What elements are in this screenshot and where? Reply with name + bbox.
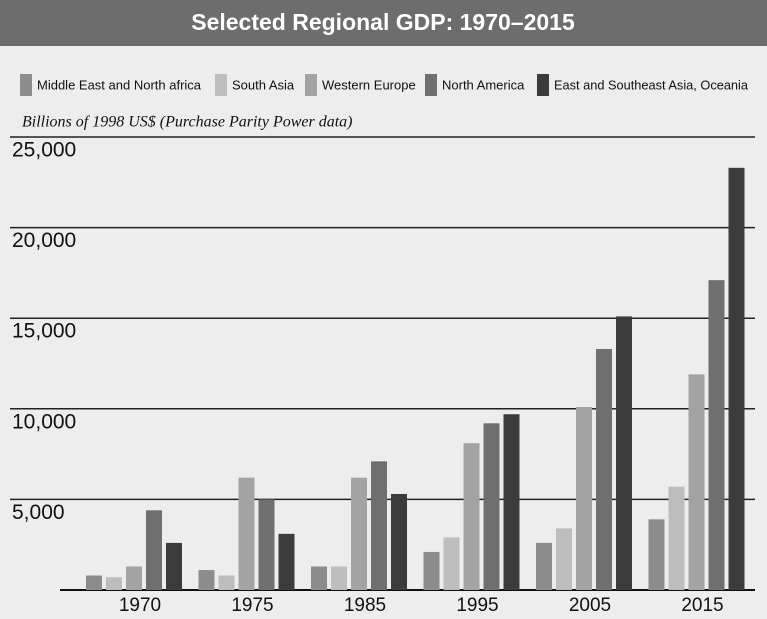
legend-label: South Asia [232,77,295,92]
bar [423,551,440,590]
bar [536,542,552,590]
bar [443,537,460,590]
y-tick-label: 20,000 [12,229,76,252]
y-tick-label: 10,000 [12,410,76,433]
legend-label: North America [442,77,525,92]
legend-label: Western Europe [322,77,416,92]
bar [648,519,665,590]
legend-swatch [305,74,317,96]
legend-swatch [425,74,437,96]
legend-swatch [215,74,227,96]
y-tick-label: 25,000 [12,139,76,162]
bar [616,316,632,590]
bar [198,570,215,590]
bar [126,566,142,590]
legend-swatch [537,74,549,96]
bar [351,477,367,590]
bar [576,406,592,590]
bar [708,280,725,590]
x-tick-label: 1975 [231,595,273,616]
bar [503,414,520,590]
legend-label: Middle East and North africa [37,77,202,92]
bar [668,486,685,590]
bar [391,493,407,590]
x-tick-label: 1985 [344,595,386,616]
x-tick-label: 2005 [569,595,611,616]
bar [728,167,745,590]
bar [146,510,162,590]
bar [688,374,705,590]
subtitle: Billions of 1998 US$ (Purchase Parity Po… [22,114,352,131]
bar [86,575,102,590]
bar [596,349,612,590]
y-tick-label: 5,000 [12,501,65,524]
x-tick-label: 2015 [681,595,723,616]
bar [166,542,182,590]
bar [463,443,480,590]
bar [331,566,347,590]
bar [218,575,235,590]
bar [238,477,255,590]
bar [311,566,327,590]
x-tick-label: 1995 [456,595,498,616]
y-tick-label: 15,000 [12,320,76,343]
title-bar [0,0,767,46]
bar [483,423,500,590]
bar [371,461,387,590]
legend-label: East and Southeast Asia, Oceania [554,77,749,92]
bar [106,577,122,590]
bar [258,499,275,590]
x-tick-label: 1970 [119,595,161,616]
legend-swatch [20,74,32,96]
bar [556,528,572,590]
bar [278,533,295,590]
chart-title: Selected Regional GDP: 1970–2015 [191,9,575,35]
